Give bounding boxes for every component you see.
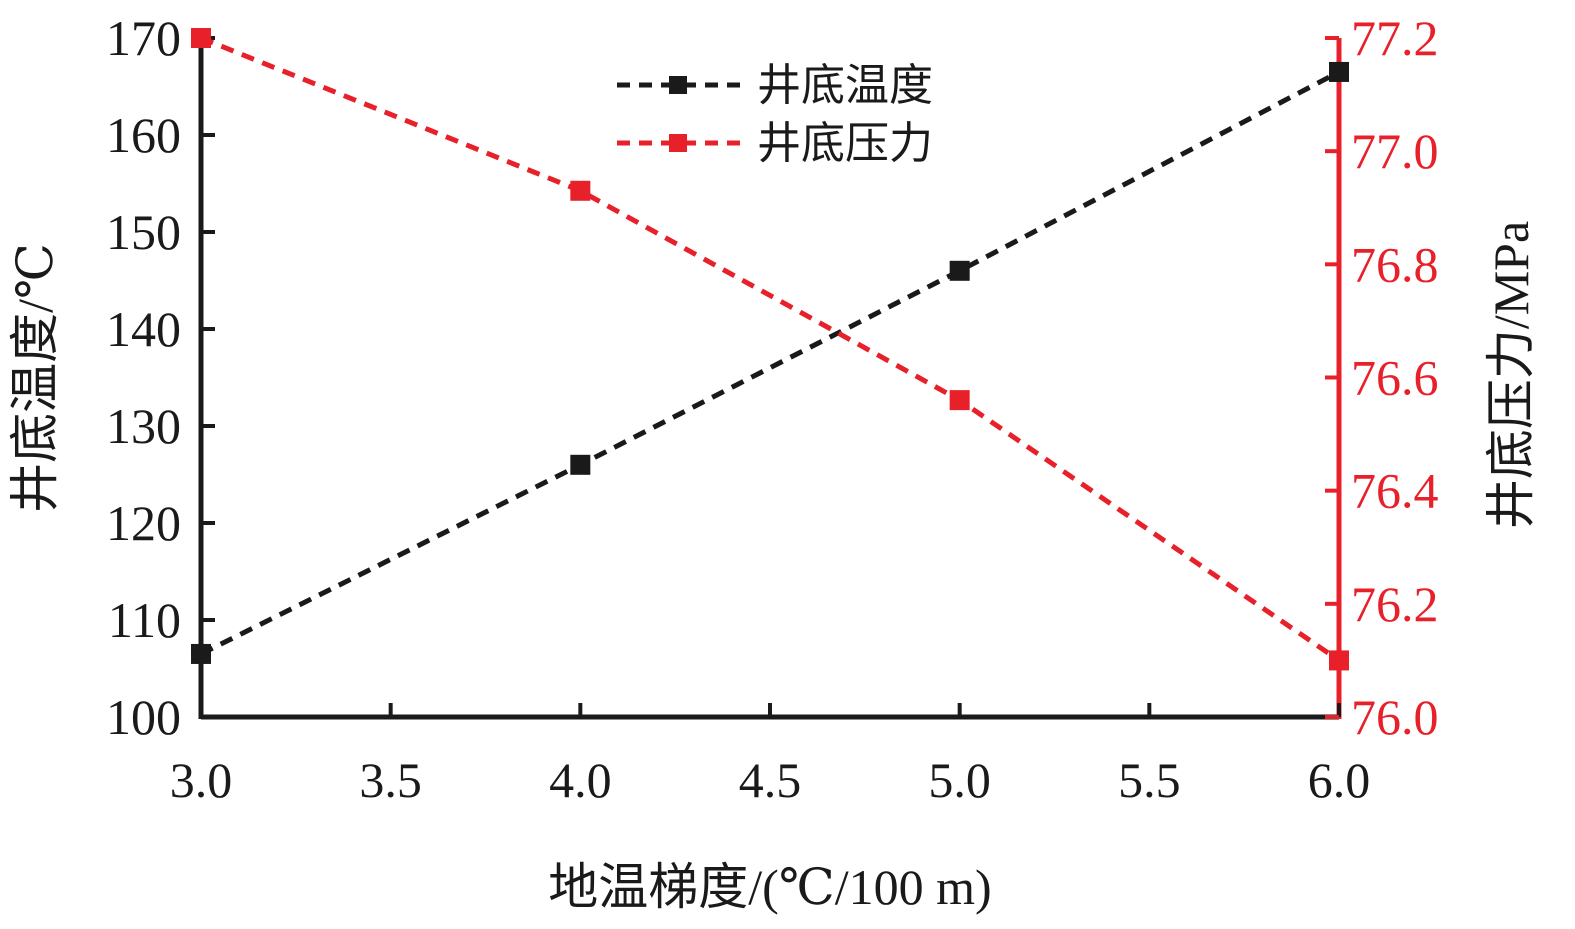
y-left-tick-label: 140 <box>106 301 181 357</box>
y-axis-right-title: 井底压力/MPa <box>1483 221 1539 529</box>
legend-item-pressure: 井底压力 <box>617 119 933 168</box>
legend-marker-temperature <box>669 76 687 94</box>
y-left-tick-label: 160 <box>106 107 181 163</box>
data-point-temperature <box>570 454 591 475</box>
x-tick-label: 5.0 <box>928 752 991 808</box>
y-left-tick-label: 150 <box>106 204 181 260</box>
y-right-tick-label: 76.2 <box>1351 576 1439 632</box>
legend-label-temperature: 井底温度 <box>757 61 933 110</box>
x-tick-label: 6.0 <box>1308 752 1371 808</box>
y-right-tick-label: 77.2 <box>1351 10 1439 66</box>
y-right-tick-label: 76.6 <box>1351 350 1439 406</box>
data-point-pressure <box>191 28 211 48</box>
x-tick-label: 4.0 <box>549 752 612 808</box>
data-point-temperature <box>1329 61 1349 82</box>
y-left-tick-label: 170 <box>106 10 181 66</box>
series-line-pressure <box>200 35 1341 663</box>
data-point-temperature <box>949 260 970 281</box>
x-tick-label: 4.5 <box>739 752 802 808</box>
data-point-pressure <box>949 390 970 411</box>
y-left-tick-label: 100 <box>106 689 181 745</box>
y-left-tick-label: 120 <box>106 495 181 551</box>
y-right-tick-label: 76.0 <box>1351 689 1439 745</box>
series-line-temperature <box>199 69 1341 657</box>
series-layer <box>191 28 1349 671</box>
x-tick-label: 5.5 <box>1118 752 1181 808</box>
x-tick-label: 3.0 <box>170 752 233 808</box>
x-axis-title: 地温梯度/(℃/100 m) <box>548 859 991 915</box>
legend: 井底温度 井底压力 <box>617 61 933 168</box>
y-left-tick-label: 110 <box>108 592 181 648</box>
y-right-tick-label: 76.8 <box>1351 236 1439 292</box>
data-point-pressure <box>570 180 591 201</box>
y-right-tick-label: 77.0 <box>1351 123 1439 179</box>
y-axis-left-ticks: 100 110 120 130 140 150 160 170 <box>106 10 215 745</box>
x-axis-ticks: 3.0 3.5 4.0 4.5 5.0 5.5 6.0 <box>170 703 1371 808</box>
y-axis-right-ticks: 76.0 76.2 76.4 76.6 76.8 77.0 77.2 <box>1325 10 1439 745</box>
y-right-tick-label: 76.4 <box>1351 463 1439 519</box>
data-point-pressure <box>1329 650 1349 671</box>
legend-marker-pressure <box>669 134 687 152</box>
y-left-tick-label: 130 <box>106 398 181 454</box>
legend-item-temperature: 井底温度 <box>617 61 933 110</box>
legend-label-pressure: 井底压力 <box>757 119 933 168</box>
y-axis-left-title: 井底温度/℃ <box>7 243 63 513</box>
data-point-temperature <box>191 643 211 664</box>
x-tick-label: 3.5 <box>359 752 422 808</box>
